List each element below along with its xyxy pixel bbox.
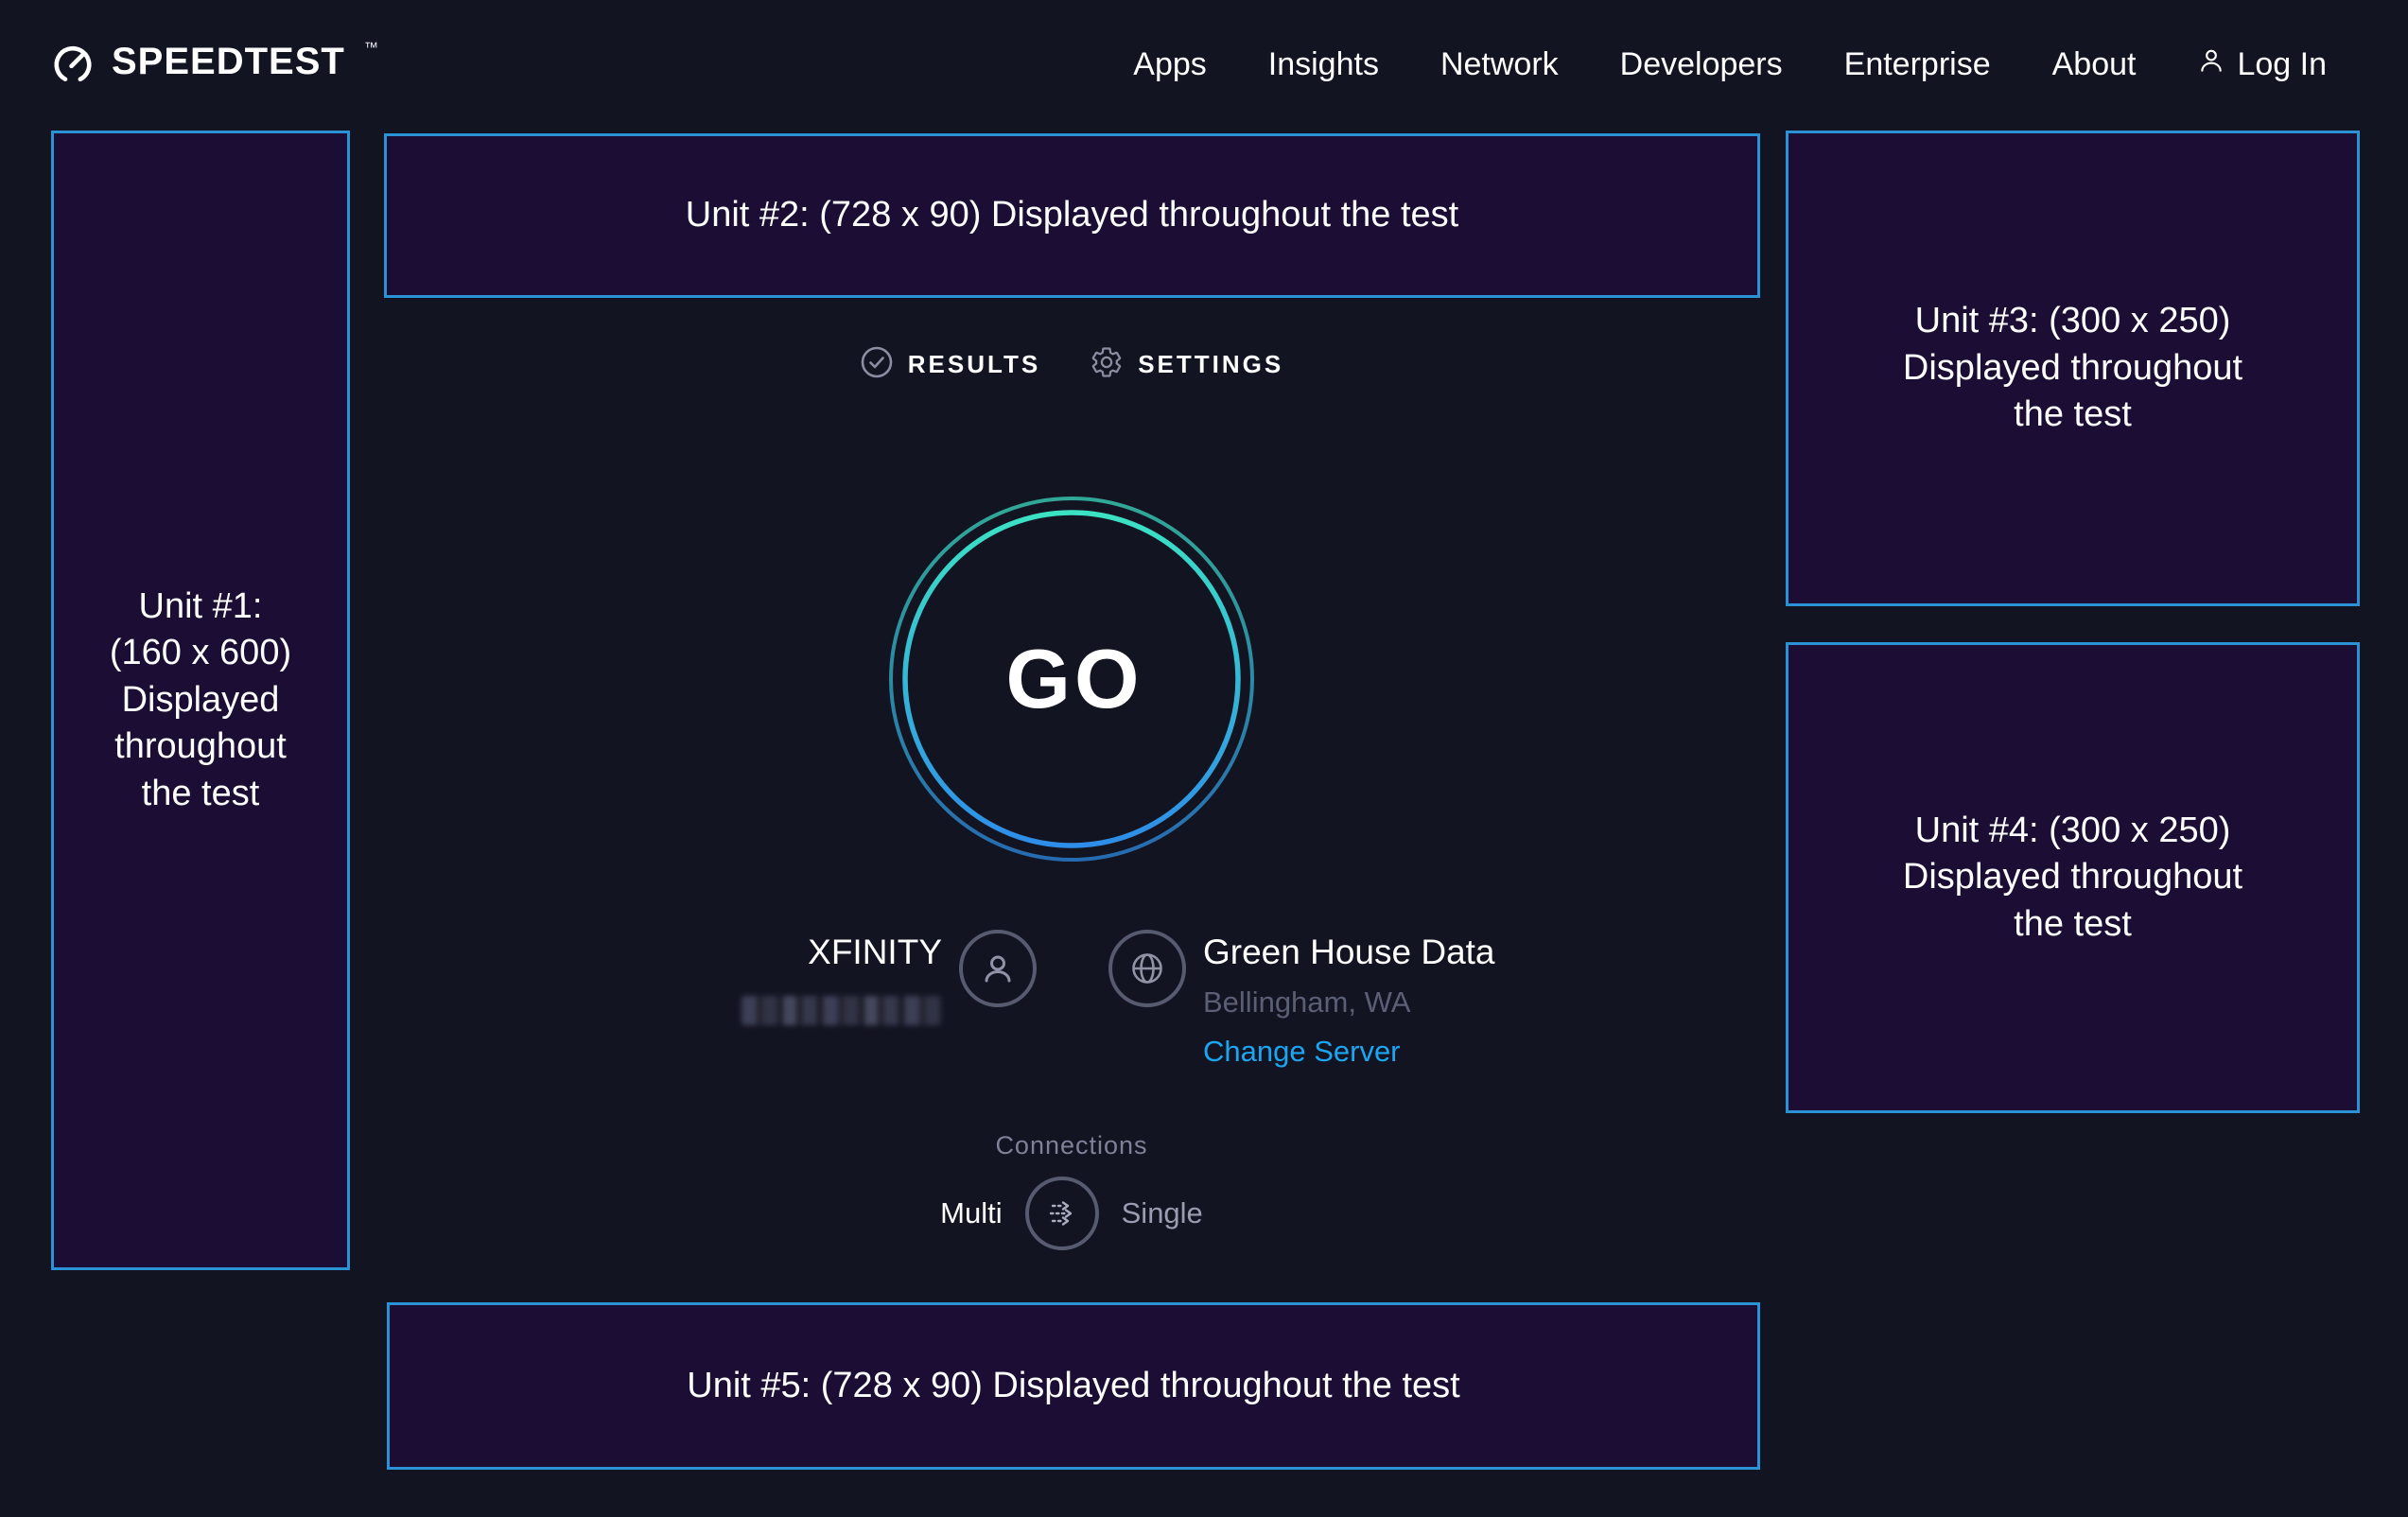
- multi-arrows-icon[interactable]: [1024, 1177, 1099, 1250]
- user-avatar-icon: [959, 930, 1037, 1007]
- server-name: Green House Data: [1203, 933, 1495, 971]
- ad-unit-5-label: Unit #5: (728 x 90) Displayed throughout…: [687, 1365, 1460, 1405]
- connection-mode-multi[interactable]: Multi: [940, 1196, 1003, 1229]
- ad-unit-1-line: (160 x 600): [109, 633, 292, 673]
- view-tabs: RESULTS SETTINGS: [861, 340, 1281, 388]
- nav-item-developers[interactable]: Developers: [1619, 45, 1783, 82]
- server-info: Green House Data Bellingham, WA Change S…: [1203, 933, 1495, 1069]
- user-icon: [2197, 46, 2225, 83]
- ad-unit-1[interactable]: Unit #1: (160 x 600) Displayed throughou…: [51, 131, 350, 1270]
- isp-redacted-text: [742, 996, 942, 1025]
- nav-item-apps[interactable]: Apps: [1133, 45, 1207, 82]
- ad-unit-4[interactable]: Unit #4: (300 x 250) Displayed throughou…: [1786, 642, 2360, 1113]
- speedometer-icon: [51, 40, 95, 90]
- globe-icon: [1108, 930, 1186, 1007]
- ad-unit-4-line: Unit #4: (300 x 250): [1914, 810, 2231, 850]
- ad-unit-1-line: throughout: [114, 726, 287, 767]
- ad-unit-3-line: the test: [2014, 394, 2132, 435]
- nav-item-about[interactable]: About: [2051, 45, 2137, 82]
- ad-unit-3-line: Unit #3: (300 x 250): [1914, 301, 2231, 341]
- tab-results-label: RESULTS: [907, 349, 1041, 378]
- brand-trademark: ™: [363, 39, 378, 56]
- connection-mode-single[interactable]: Single: [1121, 1196, 1203, 1229]
- ad-unit-4-line: Displayed throughout: [1902, 857, 2243, 898]
- check-circle-icon: [860, 345, 894, 384]
- brand-logo[interactable]: SPEEDTEST ™: [51, 40, 378, 90]
- connections-toggle: Multi Single: [882, 1177, 1261, 1250]
- ad-unit-1-line: Unit #1:: [138, 586, 263, 627]
- go-button[interactable]: GO: [887, 495, 1256, 863]
- ad-unit-5[interactable]: Unit #5: (728 x 90) Displayed throughout…: [387, 1302, 1760, 1470]
- change-server-link[interactable]: Change Server: [1203, 1035, 1401, 1068]
- tab-settings-label: SETTINGS: [1138, 349, 1284, 378]
- isp-name: XFINITY: [808, 933, 942, 971]
- tab-results[interactable]: RESULTS: [860, 345, 1040, 384]
- nav-item-network[interactable]: Network: [1440, 45, 1559, 82]
- server-location: Bellingham, WA: [1203, 985, 1411, 1019]
- login-button[interactable]: Log In: [2197, 46, 2327, 83]
- nav-item-insights[interactable]: Insights: [1267, 45, 1379, 82]
- ad-unit-2-label: Unit #2: (728 x 90) Displayed throughout…: [685, 195, 1459, 235]
- ad-unit-3[interactable]: Unit #3: (300 x 250) Displayed throughou…: [1786, 131, 2360, 606]
- nav-item-enterprise[interactable]: Enterprise: [1843, 45, 1991, 82]
- gear-icon: [1090, 345, 1124, 384]
- go-label: GO: [1005, 632, 1143, 725]
- brand-text: SPEEDTEST: [112, 40, 345, 82]
- tab-settings[interactable]: SETTINGS: [1090, 345, 1283, 384]
- login-label: Log In: [2237, 45, 2327, 82]
- ad-unit-4-line: the test: [2014, 903, 2132, 944]
- top-nav-bar: SPEEDTEST ™ Apps Insights Network Develo…: [0, 0, 2408, 129]
- connections-label: Connections: [995, 1131, 1148, 1160]
- main-nav: Apps Insights Network Developers Enterpr…: [1133, 46, 2327, 83]
- go-ring: [889, 497, 1254, 862]
- ad-unit-1-line: the test: [141, 773, 260, 813]
- ad-unit-1-line: Displayed: [121, 679, 280, 720]
- ad-unit-2[interactable]: Unit #2: (728 x 90) Displayed throughout…: [384, 133, 1760, 298]
- ad-unit-3-line: Displayed throughout: [1902, 347, 2243, 388]
